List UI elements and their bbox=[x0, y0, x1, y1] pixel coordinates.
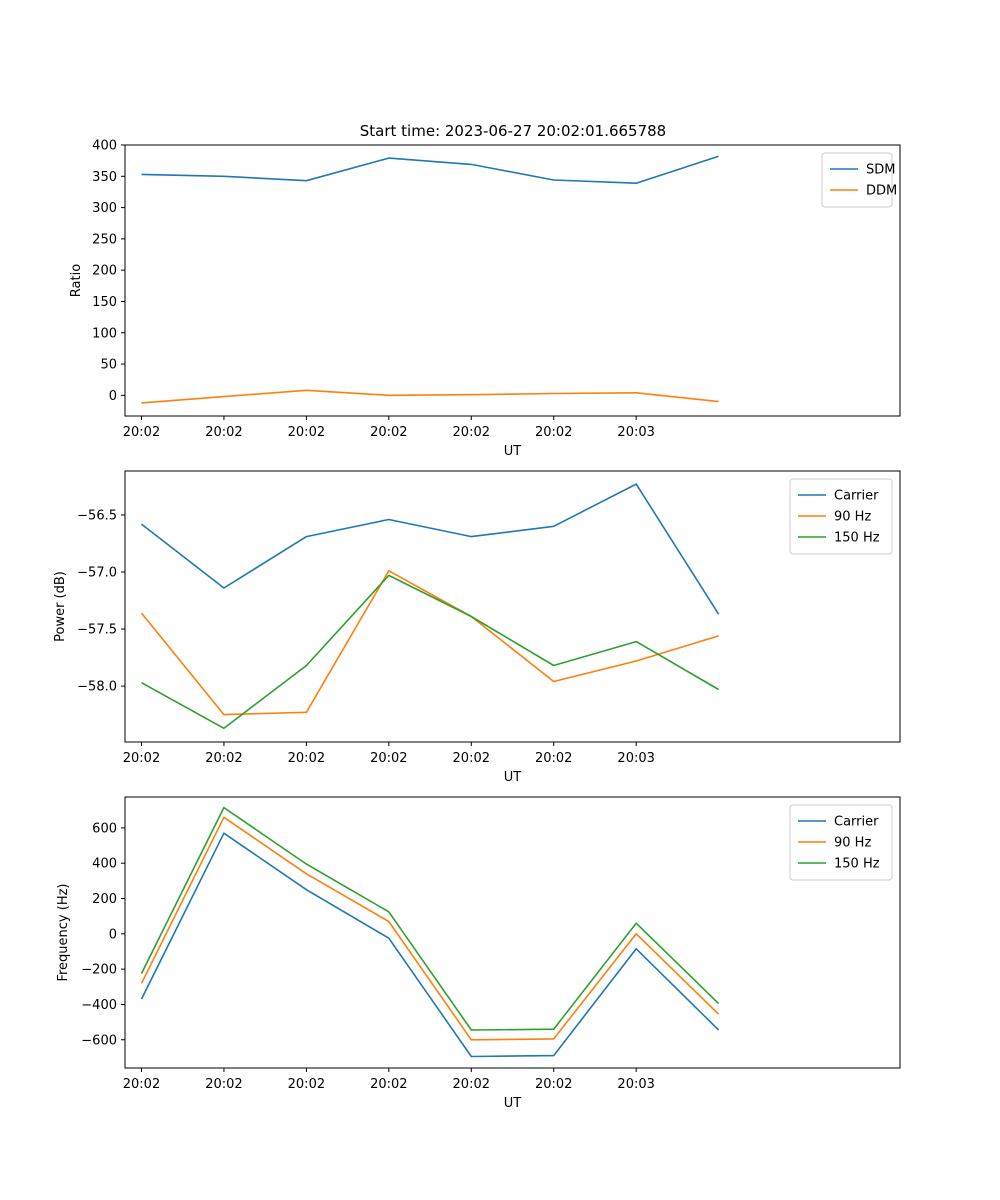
power-series-150-hz-line bbox=[141, 574, 720, 730]
ratio-y-tick-label: 200 bbox=[92, 264, 117, 279]
ratio-x-tick-label: 20:02 bbox=[123, 425, 160, 440]
frequency-x-tick-label: 20:02 bbox=[370, 1077, 407, 1092]
frequency-legend-box bbox=[789, 804, 893, 881]
ratio-y-tick-label: 100 bbox=[92, 326, 117, 341]
ratio-x-axis-label: UT bbox=[504, 444, 522, 459]
frequency-x-tick-label: 20:02 bbox=[535, 1077, 572, 1092]
ratio-y-tick-label: 250 bbox=[92, 232, 117, 247]
frequency-y-tick-label: −400 bbox=[81, 998, 117, 1013]
power-x-tick-label: 20:03 bbox=[617, 751, 654, 766]
frequency-y-tick-label: 200 bbox=[92, 892, 117, 907]
frequency-x-axis-label: UT bbox=[504, 1096, 522, 1111]
ratio-x-tick-label: 20:03 bbox=[617, 425, 654, 440]
power-y-tick-label: −58.0 bbox=[77, 680, 117, 695]
frequency-x-tick-label: 20:02 bbox=[123, 1077, 160, 1092]
frequency-axes-frame bbox=[124, 796, 901, 1069]
ratio-panel: 20:02 20:02 20:02 20:02 20:02 20:02 20:03 0 50 10… bbox=[69, 139, 901, 459]
frequency-y-tick-label: −600 bbox=[81, 1033, 117, 1048]
frequency-x-tick-label: 20:02 bbox=[453, 1077, 490, 1092]
frequency-y-tick-label: 600 bbox=[92, 821, 117, 836]
ratio-y-tick-label: 350 bbox=[92, 170, 117, 185]
power-y-tick-label: −57.5 bbox=[77, 623, 117, 638]
power-x-tick-label: 20:02 bbox=[288, 751, 325, 766]
power-legend-label: 90 Hz bbox=[834, 510, 871, 525]
power-legend: Carrier 90 Hz 150 Hz bbox=[789, 478, 893, 555]
power-y-tick-label: −57.0 bbox=[77, 565, 117, 580]
ratio-y-tick-label: 150 bbox=[92, 295, 117, 310]
frequency-series-150-hz-line bbox=[140, 806, 720, 1031]
frequency-panel: 20:02 20:02 20:02 20:02 20:02 20:02 20:03 600 40… bbox=[56, 796, 901, 1111]
power-legend-label: 150 Hz bbox=[834, 531, 880, 546]
ratio-legend: SDM DDM bbox=[821, 152, 897, 208]
ratio-y-tick-label: 300 bbox=[92, 201, 117, 216]
ratio-x-tick-label: 20:02 bbox=[205, 425, 242, 440]
power-x-tick-label: 20:02 bbox=[370, 751, 407, 766]
power-series-90-hz-line bbox=[140, 569, 719, 716]
power-series-carrier-line bbox=[141, 483, 720, 615]
frequency-y-tick-label: −200 bbox=[81, 963, 117, 978]
frequency-y-tick-label: 0 bbox=[109, 927, 117, 942]
ratio-x-tick-label: 20:02 bbox=[535, 425, 572, 440]
frequency-series-90-hz-line bbox=[140, 816, 720, 1041]
ratio-x-tick-label: 20:02 bbox=[288, 425, 325, 440]
ratio-series-ddm-line bbox=[141, 389, 719, 404]
frequency-x-tick-label: 20:03 bbox=[617, 1077, 654, 1092]
power-y-axis-label: Power (dB) bbox=[53, 571, 68, 642]
frequency-legend-label: Carrier bbox=[834, 815, 879, 830]
ratio-x-tick-label: 20:02 bbox=[370, 425, 407, 440]
power-x-tick-label: 20:02 bbox=[535, 751, 572, 766]
ratio-y-tick-label: 400 bbox=[92, 139, 117, 154]
frequency-x-tick-label: 20:02 bbox=[205, 1077, 242, 1092]
ratio-y-tick-label: 50 bbox=[100, 358, 117, 373]
frequency-x-tick-label: 20:02 bbox=[288, 1077, 325, 1092]
ratio-y-axis-label: Ratio bbox=[69, 264, 84, 297]
ratio-x-tick-label: 20:02 bbox=[453, 425, 490, 440]
frequency-legend-label: 150 Hz bbox=[834, 857, 880, 872]
frequency-y-tick-label: 400 bbox=[92, 857, 117, 872]
ratio-axes-frame bbox=[124, 144, 901, 417]
frequency-legend: Carrier 90 Hz 150 Hz bbox=[789, 804, 893, 881]
power-x-tick-label: 20:02 bbox=[453, 751, 490, 766]
frequency-y-axis-label: Frequency (Hz) bbox=[56, 883, 71, 981]
power-x-axis-label: UT bbox=[504, 770, 522, 785]
power-panel: 20:02 20:02 20:02 20:02 20:02 20:02 20:03 −56.5… bbox=[53, 470, 901, 785]
frequency-legend-label: 90 Hz bbox=[834, 836, 871, 851]
power-axes-frame bbox=[124, 470, 901, 743]
power-legend-box bbox=[789, 478, 893, 555]
ratio-legend-label: SDM bbox=[866, 163, 895, 178]
frequency-series-carrier-line bbox=[140, 832, 720, 1058]
power-y-tick-label: −56.5 bbox=[77, 508, 117, 523]
ratio-legend-label: DDM bbox=[866, 184, 897, 199]
power-x-tick-label: 20:02 bbox=[123, 751, 160, 766]
power-x-tick-label: 20:02 bbox=[205, 751, 242, 766]
power-legend-label: Carrier bbox=[834, 489, 879, 504]
ratio-series-sdm-line bbox=[141, 155, 719, 184]
chart-title: Start time: 2023-06-27 20:02:01.665788 bbox=[360, 122, 666, 140]
ratio-y-tick-label: 0 bbox=[109, 389, 117, 404]
ratio-legend-box bbox=[821, 152, 893, 208]
